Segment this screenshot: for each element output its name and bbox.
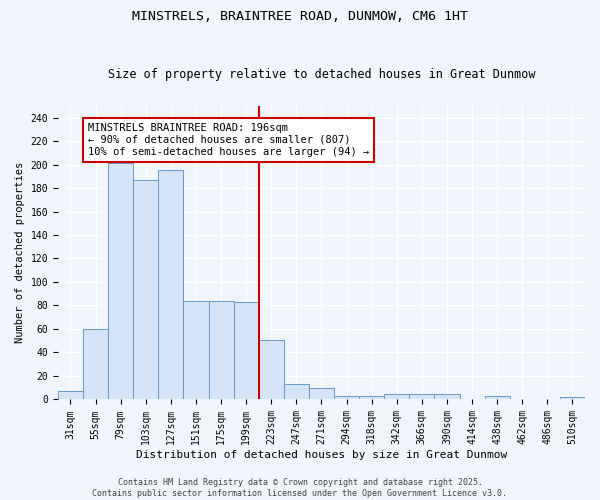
Bar — [284, 384, 309, 400]
Bar — [158, 170, 184, 400]
Text: Contains HM Land Registry data © Crown copyright and database right 2025.
Contai: Contains HM Land Registry data © Crown c… — [92, 478, 508, 498]
Bar — [133, 180, 158, 400]
Bar — [409, 394, 434, 400]
Y-axis label: Number of detached properties: Number of detached properties — [15, 162, 25, 343]
Bar — [560, 397, 585, 400]
Title: Size of property relative to detached houses in Great Dunmow: Size of property relative to detached ho… — [108, 68, 535, 81]
Bar — [359, 396, 384, 400]
Bar — [434, 394, 460, 400]
Text: MINSTRELS BRAINTREE ROAD: 196sqm
← 90% of detached houses are smaller (807)
10% : MINSTRELS BRAINTREE ROAD: 196sqm ← 90% o… — [88, 124, 369, 156]
Bar — [485, 396, 510, 400]
Bar — [108, 164, 133, 400]
X-axis label: Distribution of detached houses by size in Great Dunmow: Distribution of detached houses by size … — [136, 450, 507, 460]
Bar — [309, 388, 334, 400]
Bar — [233, 302, 259, 400]
Bar — [209, 301, 233, 400]
Bar — [58, 391, 83, 400]
Bar — [259, 340, 284, 400]
Bar — [184, 301, 209, 400]
Bar — [384, 394, 409, 400]
Bar — [83, 329, 108, 400]
Text: MINSTRELS, BRAINTREE ROAD, DUNMOW, CM6 1HT: MINSTRELS, BRAINTREE ROAD, DUNMOW, CM6 1… — [132, 10, 468, 23]
Bar — [334, 396, 359, 400]
